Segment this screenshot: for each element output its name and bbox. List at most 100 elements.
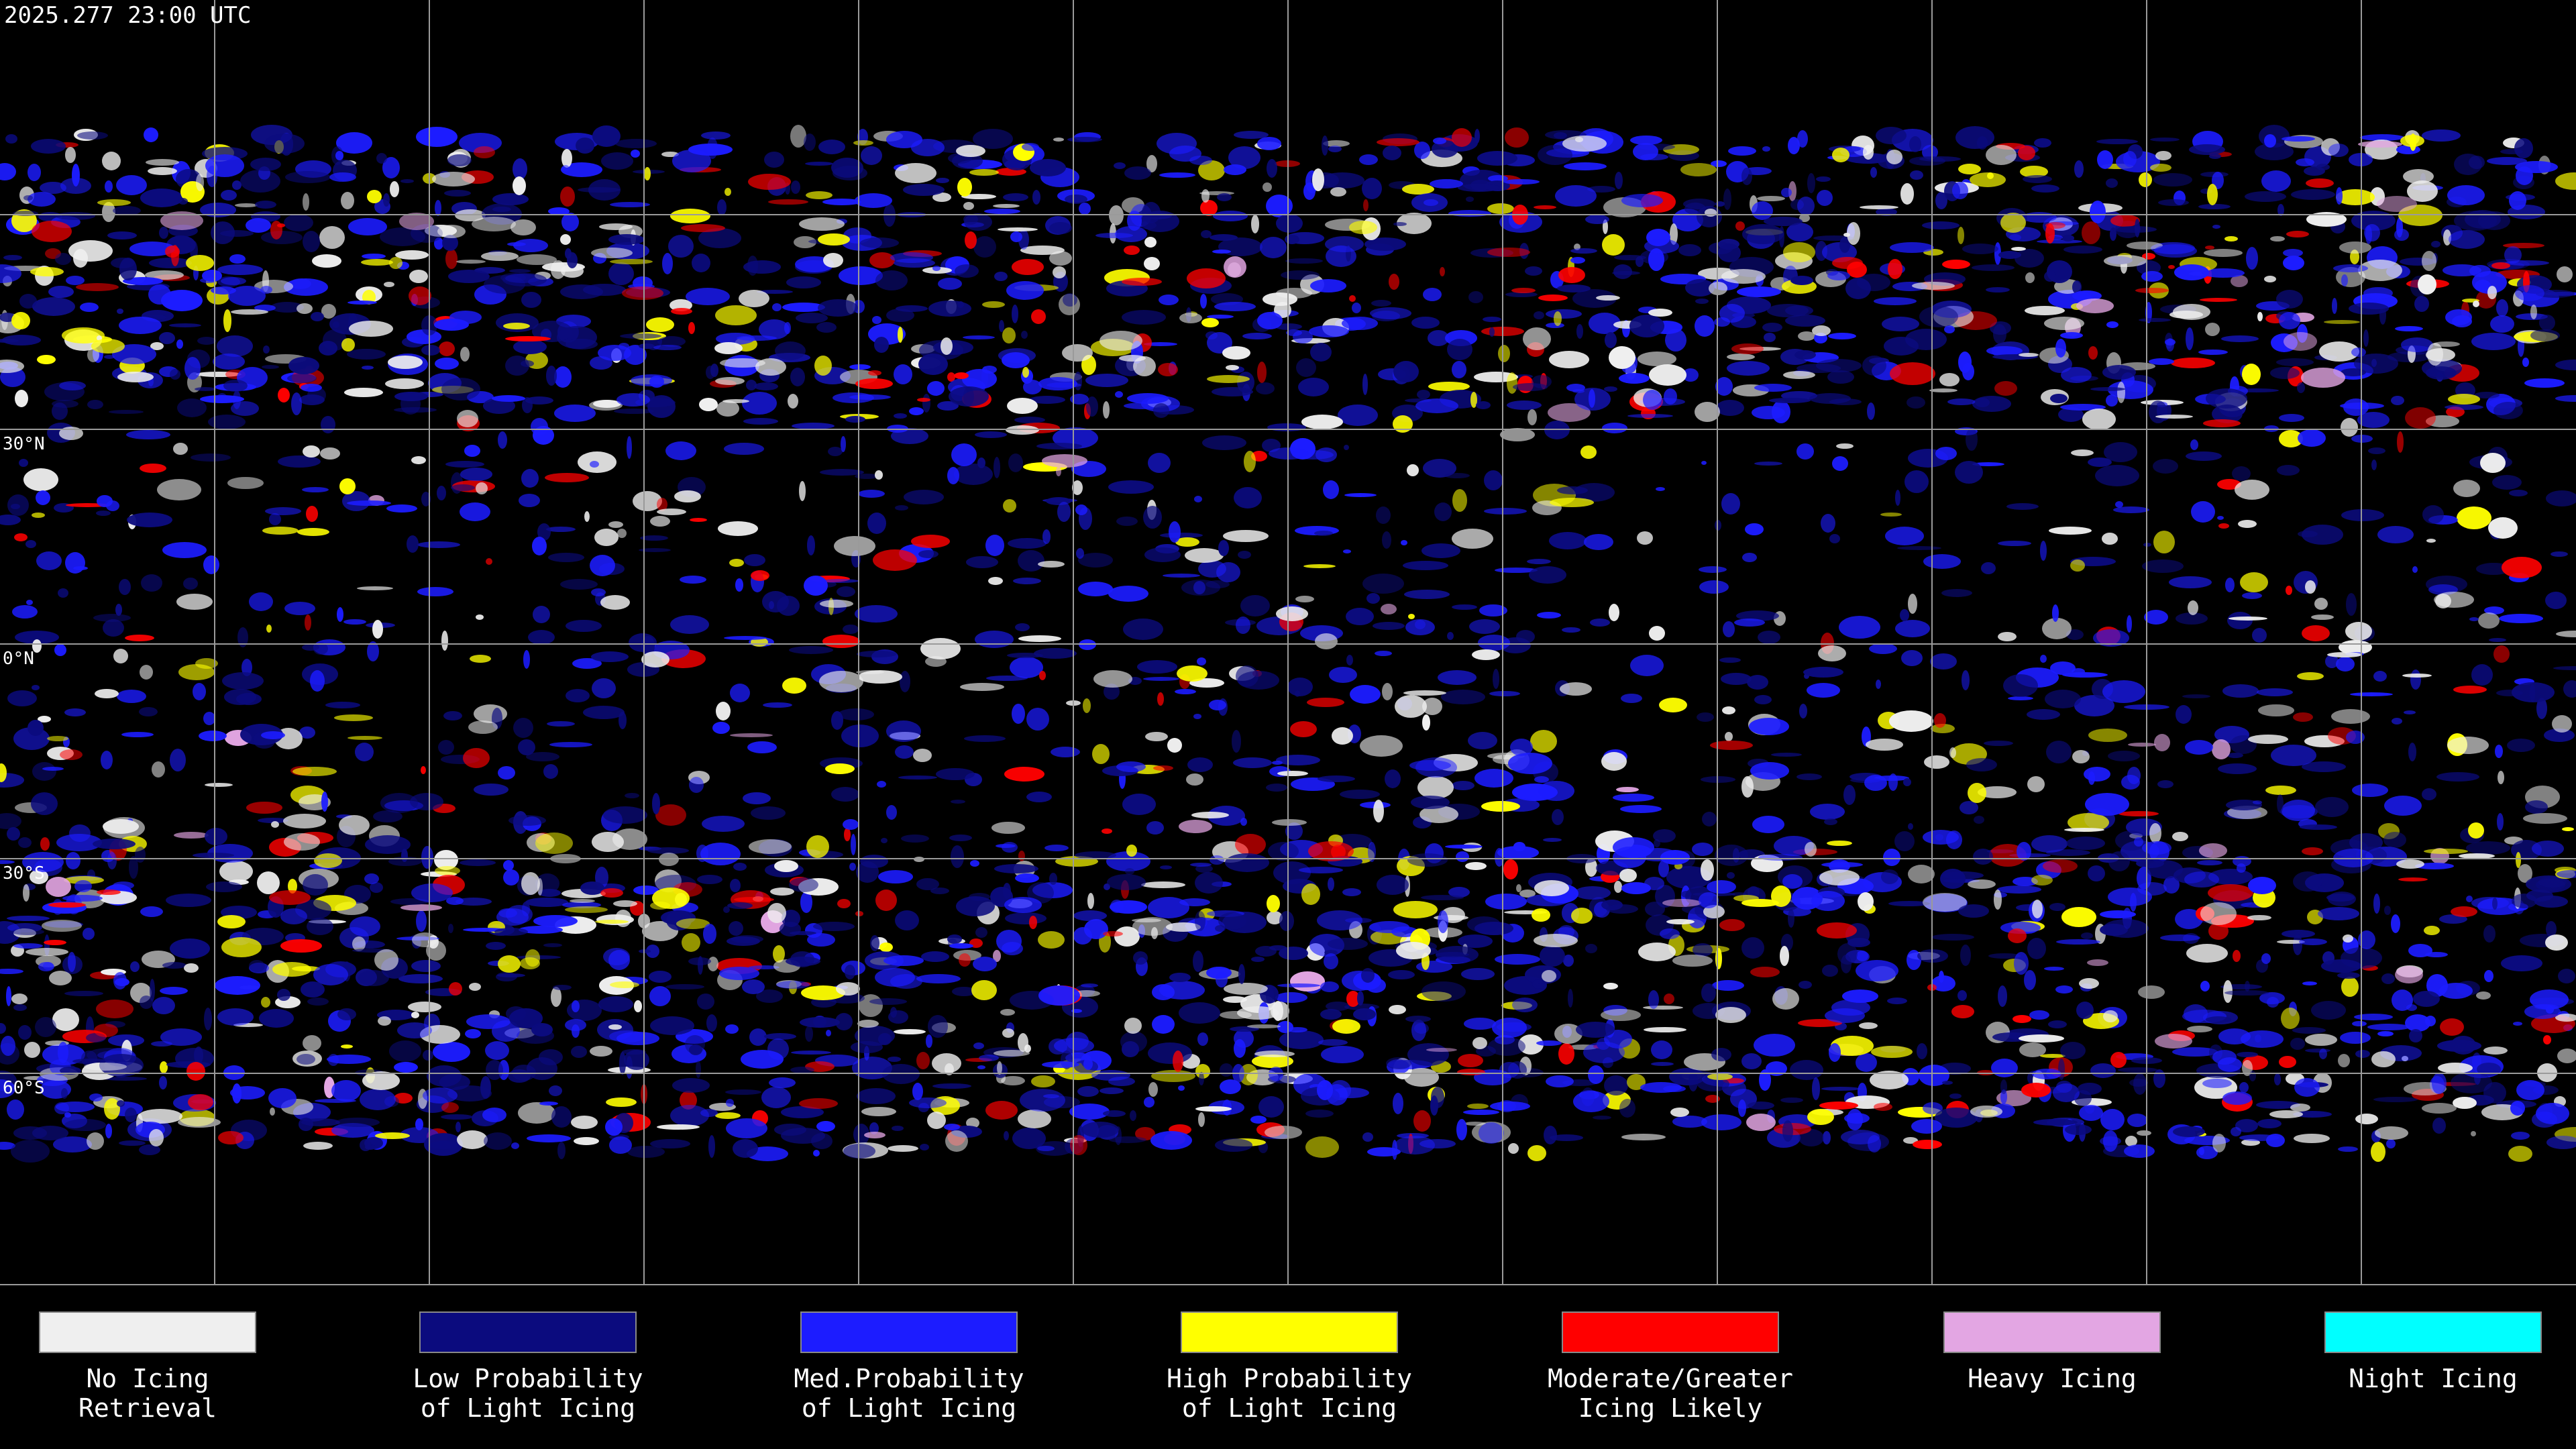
icing-patch — [1666, 866, 1712, 889]
icing-patch — [1621, 194, 1663, 207]
icing-patch — [162, 542, 207, 558]
icing-patch — [1042, 529, 1051, 544]
icing-patch — [921, 951, 949, 962]
icing-patch — [1240, 595, 1270, 616]
icing-patch — [94, 1024, 118, 1037]
icing-patch — [1279, 911, 1294, 931]
icing-patch — [1680, 163, 1717, 176]
icing-patch — [2074, 160, 2084, 178]
icing-patch — [608, 1024, 622, 1030]
icing-patch — [2237, 1052, 2258, 1057]
icing-patch — [1492, 1018, 1527, 1038]
icing-patch — [2115, 501, 2123, 508]
icing-patch — [337, 607, 343, 622]
icing-patch — [2282, 800, 2315, 821]
icing-patch — [1124, 1018, 1142, 1034]
icing-patch — [2218, 1028, 2251, 1044]
icing-patch — [271, 821, 279, 828]
icing-patch — [1822, 965, 1838, 977]
icing-patch — [434, 850, 458, 870]
icing-patch — [543, 943, 562, 947]
icing-patch — [598, 996, 633, 1012]
icing-patch — [566, 339, 598, 350]
icing-patch — [1648, 248, 1664, 271]
icing-patch — [1206, 967, 1232, 979]
icing-patch — [1904, 470, 1929, 493]
icing-patch — [928, 1015, 948, 1038]
icing-patch — [2434, 592, 2474, 608]
icing-patch — [2155, 1034, 2192, 1049]
icing-patch — [331, 1080, 361, 1102]
icing-patch — [1238, 551, 1251, 559]
icing-patch — [2245, 191, 2286, 202]
icing-patch — [1903, 1137, 1918, 1144]
icing-patch — [519, 494, 540, 507]
icing-patch — [1711, 160, 1727, 167]
icing-patch — [2088, 865, 2105, 881]
icing-patch — [1038, 985, 1080, 1006]
icing-patch — [416, 910, 427, 932]
icing-patch — [560, 186, 575, 207]
icing-patch — [619, 343, 629, 350]
icing-patch — [2154, 244, 2197, 258]
icing-patch — [1265, 1126, 1302, 1139]
icing-patch — [1651, 1062, 1674, 1066]
icing-patch — [591, 248, 633, 258]
icing-patch — [1179, 1002, 1220, 1024]
icing-patch — [1233, 757, 1272, 768]
icing-patch — [290, 278, 311, 289]
icing-patch — [1672, 955, 1713, 967]
icing-patch — [1022, 367, 1029, 378]
icing-patch — [509, 269, 531, 273]
icing-patch — [1493, 669, 1499, 689]
icing-patch — [715, 1112, 741, 1119]
icing-patch — [1368, 842, 1376, 862]
icing-patch — [1408, 614, 1415, 619]
icing-patch — [219, 861, 253, 882]
legend-label: Retrieval — [78, 1393, 217, 1423]
icing-patch — [1127, 393, 1169, 404]
icing-patch — [2336, 187, 2343, 205]
icing-patch — [1133, 356, 1156, 376]
icing-patch — [411, 456, 426, 464]
icing-patch — [764, 1033, 796, 1040]
icing-patch — [1430, 179, 1463, 189]
icing-patch — [2031, 184, 2059, 193]
icing-patch — [1393, 901, 1438, 918]
icing-patch — [104, 1077, 147, 1081]
icing-patch — [1568, 989, 1573, 1008]
icing-patch — [498, 908, 517, 918]
icing-patch — [1988, 953, 2021, 959]
icing-patch — [2422, 1103, 2457, 1114]
icing-patch — [2373, 1097, 2418, 1102]
icing-patch — [2508, 205, 2545, 219]
icing-patch — [875, 270, 908, 290]
icing-patch — [394, 1062, 418, 1073]
icing-patch — [1124, 246, 1140, 255]
icing-patch — [1870, 1071, 1909, 1089]
icing-patch — [2224, 990, 2269, 996]
icing-patch — [1287, 678, 1313, 696]
icing-patch — [2319, 341, 2359, 362]
icing-patch — [1001, 1076, 1025, 1085]
icing-patch — [2512, 894, 2537, 908]
icing-patch — [1452, 128, 1472, 147]
icing-patch — [818, 299, 858, 317]
icing-patch — [1970, 172, 2006, 187]
icing-patch — [484, 1132, 512, 1150]
icing-patch — [858, 490, 885, 498]
icing-patch — [1201, 230, 1212, 238]
icing-patch — [1159, 294, 1179, 305]
icing-patch — [22, 852, 64, 872]
icing-patch — [2453, 686, 2487, 694]
icing-patch — [708, 1135, 715, 1158]
icing-patch — [1844, 1113, 1870, 1124]
icing-patch — [886, 309, 914, 322]
icing-patch — [2034, 138, 2051, 148]
icing-patch — [144, 127, 158, 142]
icing-patch — [1079, 203, 1091, 215]
icing-patch — [149, 258, 192, 268]
icing-patch — [443, 711, 462, 720]
icing-patch — [43, 962, 54, 970]
icing-patch — [748, 174, 791, 190]
